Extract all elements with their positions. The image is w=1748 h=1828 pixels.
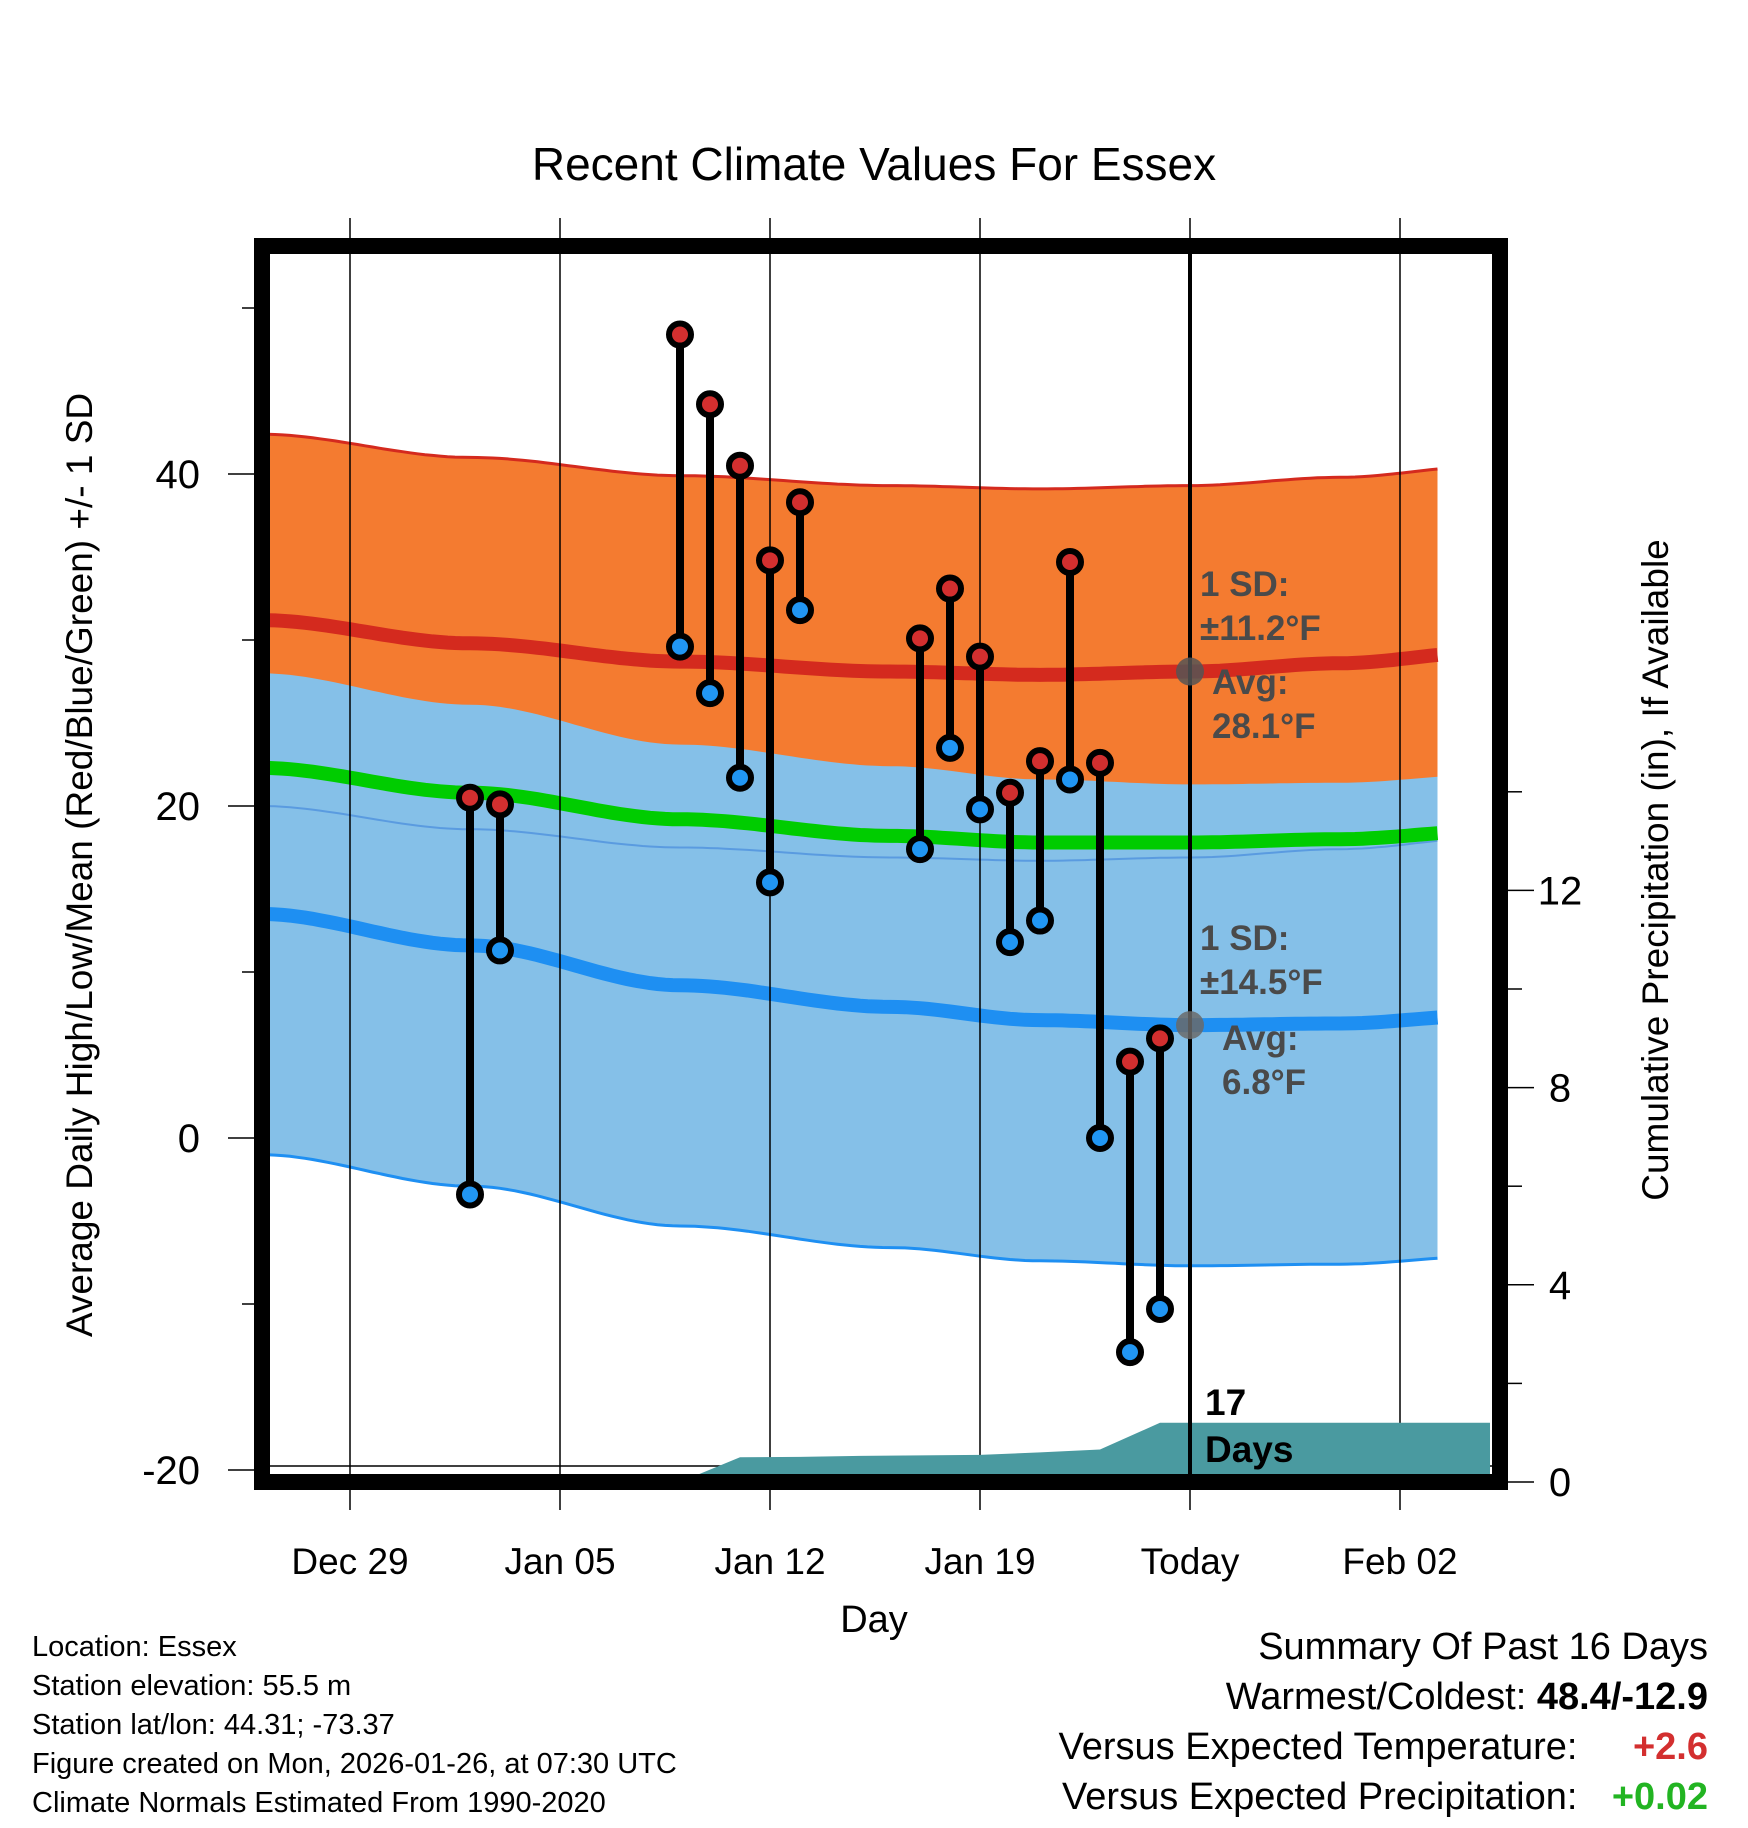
- elevation-text: Station elevation: 55.5 m: [32, 1670, 352, 1702]
- low-marker: [966, 795, 994, 824]
- low-marker: [756, 868, 784, 897]
- low-marker: [1056, 765, 1084, 794]
- high-avg-value: 28.1°F: [1212, 707, 1316, 746]
- high-marker: [666, 320, 694, 349]
- x-tick-label: Jan 19: [924, 1541, 1035, 1582]
- latlon-text: Station lat/lon: 44.31; -73.37: [32, 1709, 395, 1741]
- high-marker: [1086, 748, 1114, 777]
- low-marker: [696, 679, 724, 708]
- low-marker: [1086, 1124, 1114, 1152]
- y-tick-label: -20: [142, 1449, 200, 1493]
- chart-title: Recent Climate Values For Essex: [532, 138, 1216, 190]
- low-marker: [666, 632, 694, 661]
- low-marker: [996, 928, 1024, 957]
- high-avg-label: Avg:: [1212, 663, 1288, 702]
- high-marker: [786, 488, 814, 517]
- low-sd-label: 1 SD:: [1200, 919, 1289, 958]
- low-avg-value: 6.8°F: [1222, 1063, 1306, 1102]
- low-marker: [1146, 1294, 1174, 1323]
- precip-row: Versus Expected Precipitation: +0.02: [1059, 1772, 1708, 1822]
- warmest-value: 48.4/-12.9: [1536, 1676, 1708, 1718]
- precipitation-area: [680, 1422, 1490, 1482]
- high-sd-value: ±11.2°F: [1200, 609, 1321, 648]
- plot-frame: [254, 238, 1508, 1490]
- station-info: Location: Essex Station elevation: 55.5 …: [32, 1628, 677, 1823]
- temp-row: Versus Expected Temperature: +2.6: [1059, 1722, 1708, 1772]
- high-marker: [756, 546, 784, 575]
- high-marker: [696, 390, 724, 419]
- high-marker: [1146, 1024, 1174, 1053]
- days-count: 17: [1205, 1382, 1246, 1423]
- y-axis-label: Average Daily High/Low/Mean (Red/Blue/Gr…: [59, 393, 100, 1337]
- daily-markers: [456, 320, 1174, 1367]
- temp-value: +2.6: [1632, 1726, 1708, 1768]
- x-tick-label: Today: [1141, 1541, 1240, 1582]
- y2-axis-label: Cumulative Precipitation (in), If Availa…: [1635, 539, 1676, 1201]
- y-tick-label: 40: [156, 453, 201, 497]
- x-tick-label: Dec 29: [291, 1541, 408, 1582]
- high-marker: [1026, 747, 1054, 776]
- high-band-upper-edge: [260, 432, 1438, 491]
- warmest-label: Warmest/Coldest:: [1225, 1676, 1527, 1718]
- warmest-row: Warmest/Coldest: 48.4/-12.9: [1059, 1672, 1708, 1722]
- location-text: Location: Essex: [32, 1631, 237, 1663]
- high-marker: [966, 642, 994, 671]
- x-tick-label: Feb 02: [1342, 1541, 1457, 1582]
- high-avg-line: [259, 613, 1439, 682]
- created-text: Figure created on Mon, 2026-01-26, at 07…: [32, 1748, 677, 1780]
- low-sd-value: ±14.5°F: [1200, 963, 1323, 1002]
- x-axis-label: Day: [840, 1599, 908, 1641]
- high-marker: [1056, 547, 1084, 576]
- low-marker: [456, 1180, 484, 1209]
- x-tick-label: Jan 05: [504, 1541, 615, 1582]
- x-tick-label: Jan 12: [714, 1541, 825, 1582]
- y-tick-label: 20: [156, 785, 201, 829]
- low-marker: [726, 763, 754, 792]
- temp-label: Versus Expected Temperature:: [1058, 1726, 1578, 1768]
- high-marker: [486, 790, 514, 819]
- high-marker: [996, 778, 1024, 807]
- y2-tick-label: 4: [1549, 1264, 1571, 1308]
- mean-avg-line: [259, 760, 1439, 850]
- precip-label: Versus Expected Precipitation:: [1062, 1776, 1578, 1818]
- high-avg-today-dot: [1176, 657, 1204, 686]
- sd-annotations: 1 SD: ±11.2°F Avg: 28.1°F 1 SD: ±14.5°F …: [1200, 565, 1323, 1470]
- axes: -20 0 20 40 0 4 8 12 Dec 29 Jan 05 Jan 12 Jan 19 Tod…: [142, 218, 1582, 1582]
- y2-tick-label: 0: [1549, 1461, 1571, 1505]
- normal-bands: [259, 432, 1439, 1268]
- low-marker: [1026, 906, 1054, 935]
- normals-text: Climate Normals Estimated From 1990-2020: [32, 1787, 606, 1819]
- summary-panel: Summary Of Past 16 Days Warmest/Coldest:…: [1059, 1622, 1708, 1822]
- y2-tick-label: 12: [1538, 869, 1583, 913]
- low-band-lower-edge: [259, 1153, 1438, 1268]
- low-marker: [906, 835, 934, 864]
- high-marker: [936, 574, 964, 603]
- low-avg-line: [259, 906, 1439, 1033]
- high-marker: [726, 451, 754, 480]
- low-avg-today-dot: [1176, 1011, 1204, 1040]
- days-word: Days: [1205, 1429, 1293, 1470]
- high-band-lower-edge: [259, 805, 1438, 862]
- low-marker: [786, 596, 814, 625]
- daily-range-stems: [466, 334, 1164, 1353]
- precip-value: +0.02: [1611, 1776, 1708, 1818]
- low-marker: [1116, 1338, 1144, 1367]
- low-marker: [936, 733, 964, 762]
- high-sd-label: 1 SD:: [1200, 565, 1289, 604]
- y-tick-label: 0: [178, 1117, 200, 1161]
- summary-title: Summary Of Past 16 Days: [1258, 1626, 1708, 1668]
- low-avg-label: Avg:: [1222, 1019, 1298, 1058]
- high-marker: [906, 624, 934, 653]
- precip-fill: [680, 1422, 1490, 1482]
- high-marker: [456, 783, 484, 812]
- frame-border: [254, 238, 1508, 1490]
- y2-tick-label: 8: [1549, 1067, 1571, 1111]
- today-line: [1176, 246, 1204, 1482]
- low-sd-band: [260, 673, 1438, 1266]
- high-marker: [1116, 1047, 1144, 1076]
- low-marker: [486, 936, 514, 965]
